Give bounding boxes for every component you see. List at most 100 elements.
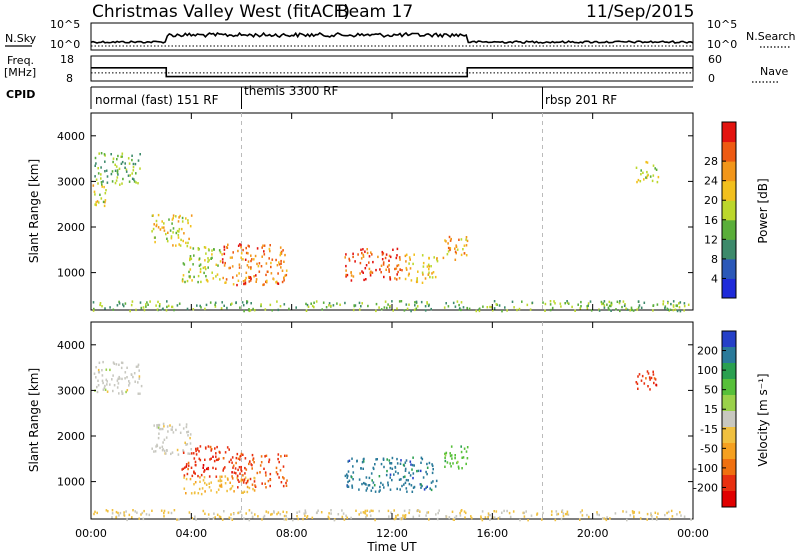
echo-cell	[223, 245, 226, 248]
echo-cell	[596, 513, 599, 516]
echo-cell	[426, 302, 428, 305]
echo-cell	[186, 279, 189, 283]
echo-cell	[158, 423, 161, 427]
echo-cell	[112, 361, 115, 364]
echo-cell	[270, 272, 273, 275]
echo-cell	[102, 180, 104, 183]
echo-cell	[208, 486, 211, 489]
echo-cell	[281, 269, 284, 272]
echo-cell	[375, 458, 377, 461]
echo-cell	[653, 381, 655, 385]
echo-cell	[679, 511, 681, 514]
echo-cell	[157, 300, 159, 304]
echo-cell	[431, 463, 433, 466]
echo-cell	[413, 253, 415, 256]
echo-cell	[100, 181, 103, 184]
echo-cell	[253, 489, 256, 492]
echo-cell	[350, 274, 353, 277]
echo-cell	[203, 470, 205, 473]
echo-cell	[372, 260, 374, 264]
echo-cell	[381, 258, 384, 261]
echo-cell	[455, 515, 458, 518]
echo-cell	[117, 154, 119, 158]
echo-cell	[210, 448, 213, 451]
echo-cell	[680, 514, 682, 517]
echo-cell	[285, 269, 288, 272]
power-colorbar-frame	[721, 121, 737, 299]
echo-cell	[351, 486, 354, 489]
echo-cell	[158, 432, 160, 435]
echo-cell	[223, 248, 226, 251]
echo-cell	[639, 517, 642, 520]
echo-cell	[443, 306, 446, 309]
echo-cell	[452, 462, 454, 465]
echo-cell	[464, 516, 466, 519]
echo-cell	[404, 467, 407, 471]
echo-cell	[239, 510, 242, 513]
echo-cell	[285, 511, 288, 514]
echo-cell	[396, 273, 398, 276]
echo-cell	[182, 427, 185, 430]
echo-cell	[268, 460, 270, 464]
echo-cell	[678, 306, 681, 309]
echo-cell	[385, 268, 387, 271]
echo-cell	[646, 370, 649, 373]
echo-cell	[278, 476, 280, 479]
echo-cell	[123, 514, 126, 517]
echo-cell	[455, 244, 457, 247]
echo-cell	[345, 275, 347, 278]
power-colorbar-tick-label: 24	[704, 175, 718, 188]
echo-cell	[251, 483, 254, 486]
echo-cell	[683, 302, 686, 305]
echo-cell	[460, 238, 463, 241]
echo-cell	[417, 270, 419, 273]
echo-cell	[198, 450, 200, 453]
echo-cell	[247, 266, 250, 269]
echo-cell	[636, 308, 638, 311]
echo-cell	[672, 300, 675, 303]
echo-cell	[372, 481, 375, 484]
echo-cell	[372, 466, 375, 470]
echo-cell	[134, 162, 137, 166]
echo-cell	[549, 300, 552, 303]
echo-cell	[254, 485, 257, 488]
echo-cell	[92, 184, 95, 187]
echo-cell	[253, 309, 256, 312]
echo-cell	[219, 516, 222, 519]
echo-cell	[215, 458, 218, 462]
echo-cell	[282, 249, 284, 252]
echo-cell	[629, 309, 631, 312]
echo-cell	[118, 363, 120, 366]
echo-cell	[264, 308, 267, 311]
echo-cell	[170, 235, 173, 238]
echo-cell	[194, 472, 196, 475]
echo-cell	[269, 484, 271, 488]
echo-cell	[132, 162, 135, 166]
echo-cell	[408, 509, 411, 512]
echo-cell	[465, 238, 467, 241]
echo-cell	[424, 305, 427, 308]
echo-cell	[222, 469, 224, 472]
echo-cell	[124, 162, 126, 165]
echo-cell	[380, 481, 382, 485]
echo-cell	[404, 475, 406, 478]
echo-cell	[371, 479, 373, 482]
echo-cell	[99, 303, 101, 307]
echo-cell	[670, 302, 672, 306]
echo-cell	[460, 308, 462, 312]
echo-cell	[245, 512, 247, 515]
echo-cell	[361, 461, 364, 464]
echo-cell	[306, 303, 309, 307]
echo-cell	[395, 278, 398, 281]
echo-cell	[127, 174, 130, 177]
echo-cell	[567, 302, 570, 305]
echo-cell	[495, 510, 498, 513]
echo-cell	[560, 517, 563, 521]
echo-cell	[391, 478, 393, 482]
power-colorbar-swatch	[722, 278, 736, 299]
power-colorbar-tick-label: 8	[711, 253, 718, 266]
echo-cell	[508, 511, 511, 515]
echo-cell	[245, 251, 248, 255]
echo-cell	[139, 392, 141, 395]
